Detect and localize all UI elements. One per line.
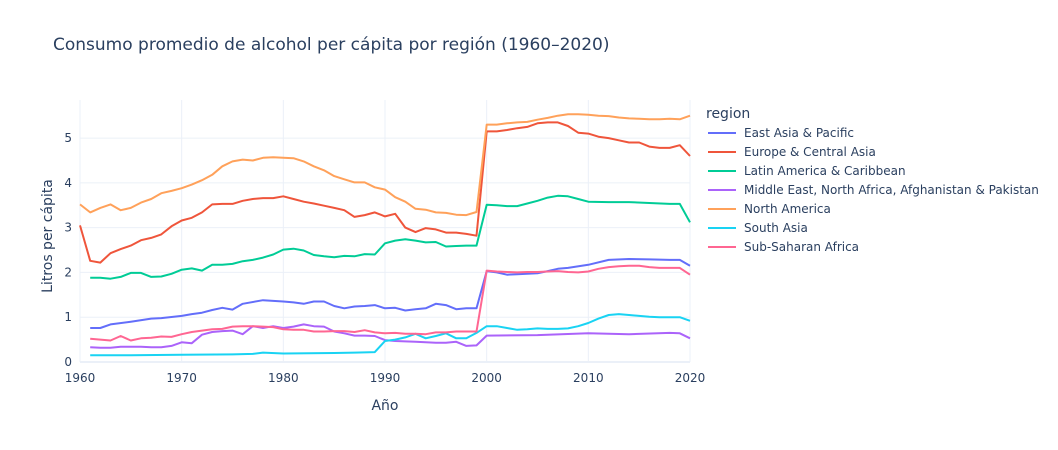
series-line-middle-east-north-africa-afghanistan-pakistan bbox=[90, 323, 691, 349]
y-tick-label: 3 bbox=[64, 221, 72, 235]
x-tick-label: 2000 bbox=[471, 371, 502, 385]
legend-item-europe-central-asia[interactable]: Europe & Central Asia bbox=[708, 145, 876, 159]
legend-item-east-asia-pacific[interactable]: East Asia & Pacific bbox=[708, 126, 854, 140]
series-line-south-asia bbox=[90, 313, 691, 357]
legend-label: Sub-Saharan Africa bbox=[744, 240, 859, 254]
x-tick-label: 2020 bbox=[675, 371, 706, 385]
legend-label: Middle East, North Africa, Afghanistan &… bbox=[744, 183, 1039, 197]
y-axis-title: Litros per cápita bbox=[40, 179, 56, 293]
legend-label: East Asia & Pacific bbox=[744, 126, 854, 140]
x-tick-label: 1970 bbox=[166, 371, 197, 385]
y-tick-label: 5 bbox=[64, 131, 72, 145]
x-axis-title: Año bbox=[371, 398, 398, 414]
legend-item-south-asia[interactable]: South Asia bbox=[708, 221, 808, 235]
y-tick-label: 1 bbox=[64, 310, 72, 324]
x-tick-label: 1980 bbox=[268, 371, 299, 385]
series-line-east-asia-pacific bbox=[90, 258, 691, 329]
series-line-latin-america-caribbean bbox=[90, 194, 691, 280]
legend-label: Latin America & Caribbean bbox=[744, 164, 906, 178]
y-tick-label: 0 bbox=[64, 355, 72, 369]
series-line-sub-saharan-africa bbox=[90, 264, 691, 342]
legend-label: Europe & Central Asia bbox=[744, 145, 876, 159]
chart-title: Consumo promedio de alcohol per cápita p… bbox=[53, 35, 609, 55]
legend-label: North America bbox=[744, 202, 831, 216]
y-tick-label: 4 bbox=[64, 176, 72, 190]
series-line-north-america bbox=[79, 113, 691, 217]
legend-title: region bbox=[706, 106, 750, 122]
series-lines bbox=[79, 113, 691, 357]
legend-item-north-america[interactable]: North America bbox=[708, 202, 831, 216]
y-axis-ticks: 0 1 2 3 4 5 bbox=[64, 131, 72, 369]
y-tick-label: 2 bbox=[64, 265, 72, 279]
series-line-europe-central-asia bbox=[79, 121, 691, 264]
legend-item-sub-saharan-africa[interactable]: Sub-Saharan Africa bbox=[708, 240, 859, 254]
x-axis-ticks: 1960 1970 1980 1990 2000 2010 2020 bbox=[65, 371, 706, 385]
legend: region East Asia & Pacific Europe & Centr… bbox=[706, 106, 1039, 254]
x-tick-label: 1990 bbox=[370, 371, 401, 385]
x-tick-label: 1960 bbox=[65, 371, 96, 385]
legend-item-middle-east-north-africa-afghanistan-pakistan[interactable]: Middle East, North Africa, Afghanistan &… bbox=[708, 183, 1039, 197]
legend-item-latin-america-caribbean[interactable]: Latin America & Caribbean bbox=[708, 164, 906, 178]
x-tick-label: 2010 bbox=[573, 371, 604, 385]
legend-label: South Asia bbox=[744, 221, 808, 235]
gridlines bbox=[79, 100, 691, 363]
